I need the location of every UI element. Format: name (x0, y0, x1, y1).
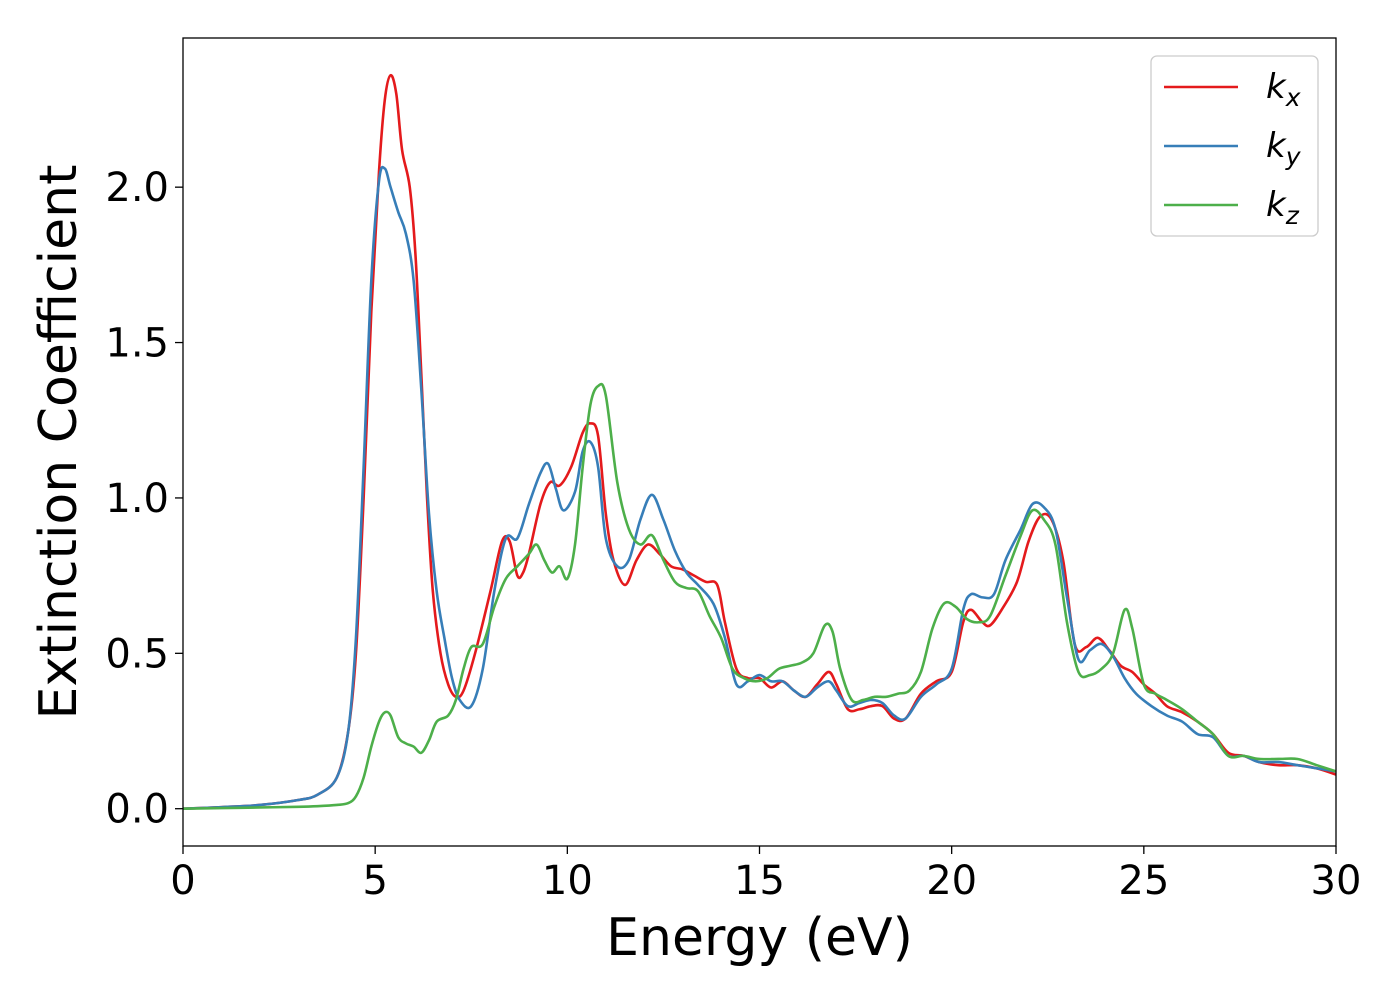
series-line-k-z (183, 382, 1336, 811)
x-tick-label: 30 (1311, 858, 1362, 904)
x-tick-label: 25 (1118, 858, 1169, 904)
y-tick-label: 0.0 (105, 787, 169, 833)
y-tick-label: 0.5 (105, 631, 169, 677)
series-line-k-y (183, 165, 1336, 811)
y-axis-ticks: 0.0 0.5 1.0 1.5 2.0 (105, 165, 183, 833)
series-line-k-x (183, 73, 1336, 811)
series-layer (183, 73, 1336, 811)
y-axis-label: Extinction Coefficient (29, 165, 89, 720)
x-axis-label: Energy (eV) (606, 908, 913, 968)
x-tick-label: 0 (170, 858, 195, 904)
x-tick-label: 20 (926, 858, 977, 904)
x-tick-label: 15 (734, 858, 785, 904)
x-tick-label: 10 (542, 858, 593, 904)
x-tick-label: 5 (362, 858, 387, 904)
legend-label-k-y: ky (1266, 126, 1302, 171)
y-tick-label: 1.0 (105, 476, 169, 522)
legend-label-k-x: kx (1266, 67, 1301, 112)
y-tick-label: 2.0 (105, 165, 169, 211)
x-axis-ticks: 0 5 10 15 20 25 30 (170, 846, 1361, 904)
y-tick-label: 1.5 (105, 321, 169, 367)
